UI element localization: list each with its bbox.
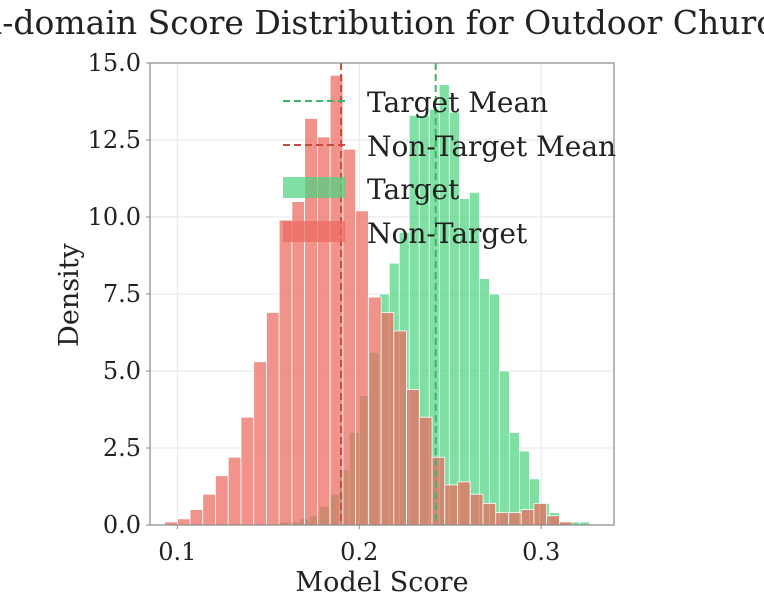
histogram-bar-non-target <box>215 475 229 526</box>
histogram-bar-non-target <box>418 416 433 526</box>
histogram-bar-non-target <box>546 515 560 526</box>
histogram-bar-non-target <box>393 330 407 526</box>
histogram-bar-non-target <box>291 201 306 526</box>
legend-label-non-target-mean: Non-Target Mean <box>367 130 616 163</box>
legend-label-target-mean: Target Mean <box>367 86 548 119</box>
mean-lines <box>340 63 437 525</box>
histogram-bar-non-target <box>240 416 255 526</box>
x-axis-label: Model Score <box>295 567 468 598</box>
y-tick-label: 5.0 <box>103 357 141 385</box>
histogram-bar-non-target <box>533 503 548 526</box>
legend-swatch-target <box>283 177 345 198</box>
chart-title: In-domain Score Distribution for Outdoor… <box>0 3 764 42</box>
y-axis-label: Density <box>54 242 85 346</box>
histogram-bar-non-target <box>253 361 267 526</box>
legend-label-target: Target <box>367 173 460 206</box>
histogram-bar-target <box>478 278 490 526</box>
y-tick-label: 15.0 <box>88 49 141 77</box>
y-tick-label: 12.5 <box>88 126 141 154</box>
histogram-bar-non-target <box>431 456 446 526</box>
histogram-bar-non-target <box>495 512 509 526</box>
histogram-bar-non-target <box>342 148 357 526</box>
histogram-bar-target <box>508 432 520 526</box>
histogram-bar-non-target <box>227 456 242 526</box>
legend-label-non-target: Non-Target <box>367 217 528 250</box>
y-tick-label: 0.0 <box>103 511 141 539</box>
x-axis-ticks: 0.1 0.2 0.3 <box>158 525 560 566</box>
histogram-bar-non-target <box>278 219 293 526</box>
y-axis-ticks: 0.0 2.5 5.0 7.5 10.0 12.5 15.0 <box>88 49 150 539</box>
legend: Target Mean Non-Target Mean Target Non-Targ… <box>283 86 616 250</box>
histogram-bar-target <box>498 370 510 526</box>
histogram-bar-non-target <box>367 296 382 526</box>
x-tick-label: 0.1 <box>158 538 196 566</box>
x-tick-label: 0.2 <box>340 538 378 566</box>
histogram-bar-non-target <box>176 518 191 526</box>
histogram-bar-non-target <box>508 512 522 526</box>
histogram-bar-non-target <box>266 312 280 526</box>
histogram-bar-non-target <box>457 481 471 526</box>
legend-swatch-non-target <box>283 221 345 242</box>
histogram-bar-non-target <box>202 493 216 526</box>
histogram-bar-target <box>488 293 500 526</box>
y-tick-label: 2.5 <box>103 434 141 462</box>
histogram-bar-non-target <box>482 503 497 526</box>
histogram-bar-non-target <box>520 509 535 526</box>
histogram-bar-non-target <box>189 509 204 526</box>
histogram-bar-non-target <box>444 484 458 526</box>
histogram-bar-non-target <box>469 493 484 526</box>
histogram-bar-non-target <box>355 210 369 526</box>
histogram-bar-non-target <box>380 312 395 526</box>
histogram-bar-non-target <box>406 389 420 526</box>
y-tick-label: 7.5 <box>103 280 141 308</box>
x-tick-label: 0.3 <box>522 538 560 566</box>
y-tick-label: 10.0 <box>88 203 141 231</box>
